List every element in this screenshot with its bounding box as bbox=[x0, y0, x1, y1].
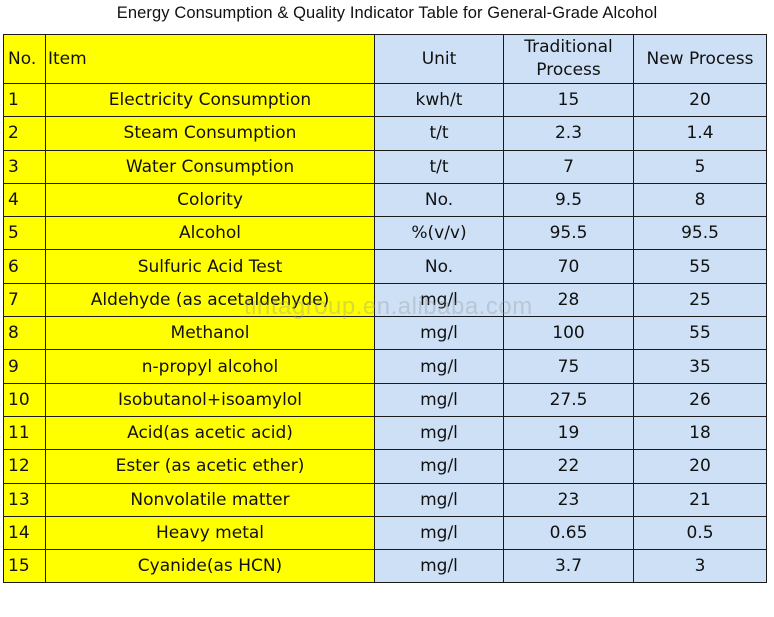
column-header-item: Item bbox=[45, 34, 375, 84]
table-row: 11 Acid(as acetic acid) mg/l 19 18 bbox=[3, 415, 767, 451]
cell-traditional-process: 95.5 bbox=[503, 216, 634, 251]
cell-item: Alcohol bbox=[45, 216, 375, 251]
cell-new-process: 8 bbox=[633, 182, 767, 218]
cell-item: Isobutanol+isoamylol bbox=[45, 382, 375, 417]
cell-traditional-process: 0.65 bbox=[503, 515, 634, 551]
cell-item: Sulfuric Acid Test bbox=[45, 249, 375, 284]
cell-no: 1 bbox=[3, 82, 46, 118]
table-row: 8 Methanol mg/l 100 55 bbox=[3, 316, 767, 351]
cell-traditional-process: 7 bbox=[503, 149, 634, 184]
cell-unit: mg/l bbox=[374, 282, 504, 318]
cell-traditional-process: 3.7 bbox=[503, 549, 634, 584]
cell-item: Acid(as acetic acid) bbox=[45, 415, 375, 451]
cell-item: Steam Consumption bbox=[45, 116, 375, 151]
cell-item: n-propyl alcohol bbox=[45, 349, 375, 384]
cell-new-process: 20 bbox=[633, 82, 767, 118]
column-header-unit: Unit bbox=[374, 34, 504, 84]
cell-traditional-process: 19 bbox=[503, 415, 634, 451]
cell-traditional-process: 27.5 bbox=[503, 382, 634, 417]
indicator-table: No. Item Unit Traditional Process New Pr… bbox=[3, 34, 767, 584]
cell-no: 5 bbox=[3, 216, 46, 251]
page-title: Energy Consumption & Quality Indicator T… bbox=[116, 4, 658, 22]
cell-new-process: 0.5 bbox=[633, 515, 767, 551]
cell-new-process: 95.5 bbox=[633, 216, 767, 251]
table-row: 5 Alcohol %(v/v) 95.5 95.5 bbox=[3, 216, 767, 251]
table-row: 1 Electricity Consumption kwh/t 15 20 bbox=[3, 82, 767, 118]
cell-new-process: 21 bbox=[633, 482, 767, 517]
cell-traditional-process: 22 bbox=[503, 449, 634, 484]
column-header-new-process: New Process bbox=[633, 34, 767, 84]
cell-new-process: 5 bbox=[633, 149, 767, 184]
cell-no: 7 bbox=[3, 282, 46, 318]
cell-unit: t/t bbox=[374, 149, 504, 184]
cell-new-process: 1.4 bbox=[633, 116, 767, 151]
cell-unit: mg/l bbox=[374, 449, 504, 484]
cell-no: 3 bbox=[3, 149, 46, 184]
cell-unit: %(v/v) bbox=[374, 216, 504, 251]
cell-no: 8 bbox=[3, 316, 46, 351]
cell-traditional-process: 28 bbox=[503, 282, 634, 318]
cell-unit: mg/l bbox=[374, 482, 504, 517]
table-row: 15 Cyanide(as HCN) mg/l 3.7 3 bbox=[3, 549, 767, 584]
cell-no: 15 bbox=[3, 549, 46, 584]
cell-item: Methanol bbox=[45, 316, 375, 351]
cell-unit: mg/l bbox=[374, 316, 504, 351]
table-row: 14 Heavy metal mg/l 0.65 0.5 bbox=[3, 515, 767, 551]
column-header-traditional-process: Traditional Process bbox=[503, 34, 634, 84]
cell-item: Electricity Consumption bbox=[45, 82, 375, 118]
cell-item: Aldehyde (as acetaldehyde) bbox=[45, 282, 375, 318]
table-row: 7 Aldehyde (as acetaldehyde) mg/l 28 25 bbox=[3, 282, 767, 318]
table-row: 13 Nonvolatile matter mg/l 23 21 bbox=[3, 482, 767, 517]
column-header-no: No. bbox=[3, 34, 46, 84]
cell-traditional-process: 2.3 bbox=[503, 116, 634, 151]
cell-traditional-process: 70 bbox=[503, 249, 634, 284]
table-row: 9 n-propyl alcohol mg/l 75 35 bbox=[3, 349, 767, 384]
cell-new-process: 55 bbox=[633, 316, 767, 351]
cell-new-process: 55 bbox=[633, 249, 767, 284]
cell-no: 11 bbox=[3, 415, 46, 451]
cell-no: 2 bbox=[3, 116, 46, 151]
cell-new-process: 25 bbox=[633, 282, 767, 318]
cell-unit: mg/l bbox=[374, 382, 504, 417]
cell-new-process: 3 bbox=[633, 549, 767, 584]
cell-traditional-process: 23 bbox=[503, 482, 634, 517]
table-row: 2 Steam Consumption t/t 2.3 1.4 bbox=[3, 116, 767, 151]
cell-unit: mg/l bbox=[374, 349, 504, 384]
cell-no: 6 bbox=[3, 249, 46, 284]
cell-item: Ester (as acetic ether) bbox=[45, 449, 375, 484]
cell-item: Water Consumption bbox=[45, 149, 375, 184]
cell-no: 12 bbox=[3, 449, 46, 484]
cell-traditional-process: 9.5 bbox=[503, 182, 634, 218]
cell-unit: No. bbox=[374, 182, 504, 218]
cell-traditional-process: 15 bbox=[503, 82, 634, 118]
cell-no: 4 bbox=[3, 182, 46, 218]
cell-unit: mg/l bbox=[374, 549, 504, 584]
cell-no: 10 bbox=[3, 382, 46, 417]
cell-unit: kwh/t bbox=[374, 82, 504, 118]
cell-unit: mg/l bbox=[374, 515, 504, 551]
cell-no: 13 bbox=[3, 482, 46, 517]
table-row: 4 Colority No. 9.5 8 bbox=[3, 182, 767, 218]
table-row: 3 Water Consumption t/t 7 5 bbox=[3, 149, 767, 184]
cell-no: 9 bbox=[3, 349, 46, 384]
cell-item: Colority bbox=[45, 182, 375, 218]
cell-unit: mg/l bbox=[374, 415, 504, 451]
table-body: 1 Electricity Consumption kwh/t 15 20 2 Steam … bbox=[3, 82, 767, 584]
cell-traditional-process: 100 bbox=[503, 316, 634, 351]
cell-new-process: 20 bbox=[633, 449, 767, 484]
table-row: 10 Isobutanol+isoamylol mg/l 27.5 26 bbox=[3, 382, 767, 417]
cell-item: Nonvolatile matter bbox=[45, 482, 375, 517]
header-row: No. Item Unit Traditional Process New Pr… bbox=[3, 34, 767, 84]
cell-new-process: 18 bbox=[633, 415, 767, 451]
cell-no: 14 bbox=[3, 515, 46, 551]
table-row: 12 Ester (as acetic ether) mg/l 22 20 bbox=[3, 449, 767, 484]
cell-new-process: 26 bbox=[633, 382, 767, 417]
table-row: 6 Sulfuric Acid Test No. 70 55 bbox=[3, 249, 767, 284]
cell-item: Heavy metal bbox=[45, 515, 375, 551]
cell-traditional-process: 75 bbox=[503, 349, 634, 384]
cell-unit: t/t bbox=[374, 116, 504, 151]
cell-new-process: 35 bbox=[633, 349, 767, 384]
cell-unit: No. bbox=[374, 249, 504, 284]
cell-item: Cyanide(as HCN) bbox=[45, 549, 375, 584]
